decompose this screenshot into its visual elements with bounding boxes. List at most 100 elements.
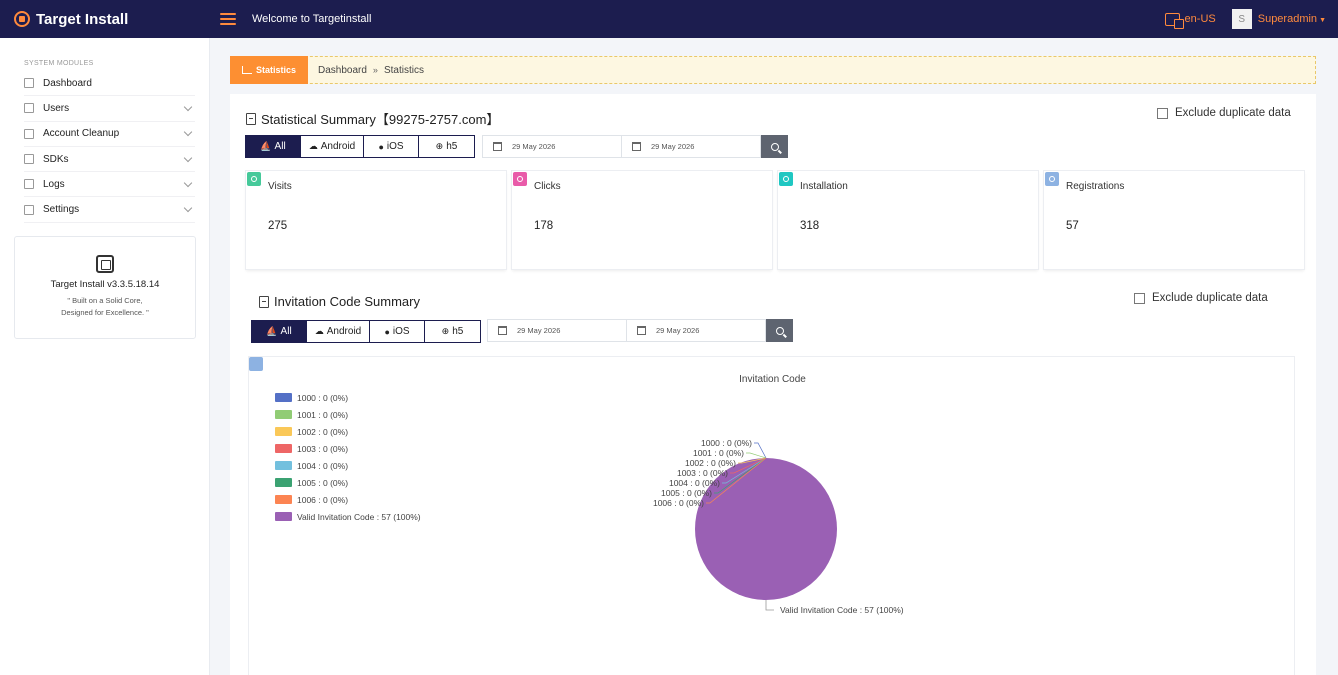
checkbox[interactable]	[1157, 107, 1168, 119]
end-date-field[interactable]: 29 May 2026	[627, 320, 766, 341]
stat-card-clicks: Clicks 178	[512, 171, 772, 269]
filter-android-button[interactable]: ☁ Android	[307, 321, 370, 342]
legend-label: 1006 : 0 (0%)	[297, 494, 349, 505]
brand[interactable]: Target Install	[0, 11, 210, 28]
menu-toggle-icon[interactable]	[220, 13, 236, 25]
legend-item[interactable]: 1003 : 0 (0%)	[275, 440, 421, 457]
stat-card-installation: Installation 318	[778, 171, 1038, 269]
filter-h5-button[interactable]: ⊕ h5	[425, 321, 480, 342]
legend-label: Valid Invitation Code : 57 (100%)	[297, 511, 421, 522]
translate-icon	[1164, 12, 1184, 29]
sidebar-item-users[interactable]: Users	[24, 96, 195, 122]
sidebar-item-account-cleanup[interactable]: Account Cleanup	[24, 122, 195, 147]
filter-all-button[interactable]: ⛵ All	[252, 321, 307, 342]
sidebar-item-settings[interactable]: Settings	[24, 197, 195, 223]
eye-icon	[247, 172, 261, 186]
filter-label: All	[280, 326, 292, 337]
date-range-2: 29 May 2026 29 May 2026	[487, 319, 793, 342]
report-icon	[246, 112, 256, 125]
stat-label: Visits	[268, 181, 292, 192]
legend-label: 1000 : 0 (0%)	[297, 392, 349, 403]
stat-value: 57	[1066, 220, 1079, 232]
calendar-icon	[637, 326, 646, 335]
download-icon	[779, 172, 793, 186]
stat-value: 178	[534, 220, 554, 232]
invitation-summary-title-text: Invitation Code Summary	[274, 294, 420, 309]
legend-item[interactable]: 1004 : 0 (0%)	[275, 457, 421, 474]
sidebar-item-sdks[interactable]: SDKs	[24, 147, 195, 173]
invitation-code-chart: Invitation Code 1000 : 0 (0%) 1001 : 0 (0…	[248, 356, 1295, 675]
legend-label: 1004 : 0 (0%)	[297, 460, 349, 471]
legend-item[interactable]: 1002 : 0 (0%)	[275, 423, 421, 440]
legend-item[interactable]: 1005 : 0 (0%)	[275, 474, 421, 491]
label-leader-line	[746, 452, 767, 459]
log-icon	[24, 179, 34, 190]
sidebar-item-logs[interactable]: Logs	[24, 172, 195, 198]
exclude-duplicates-toggle-2[interactable]: Exclude duplicate data	[1134, 292, 1268, 304]
slice-label: 1002 : 0 (0%)	[685, 458, 736, 468]
exclude-duplicates-toggle-1[interactable]: Exclude duplicate data	[1157, 107, 1291, 119]
end-date-value: 29 May 2026	[651, 142, 695, 151]
slice-label: 1005 : 0 (0%)	[661, 488, 712, 498]
caret-down-icon: ▼	[1319, 17, 1326, 24]
chevron-down-icon	[183, 102, 193, 112]
welcome-text: Welcome to Targetinstall	[252, 13, 372, 25]
trend-icon	[241, 65, 252, 74]
globe-icon: ⊕	[435, 141, 444, 151]
start-date-value: 29 May 2026	[517, 326, 561, 335]
language-label: en-US	[1184, 13, 1216, 25]
statistical-summary-title-text: Statistical Summary【99275-2757.com】	[261, 112, 500, 127]
filter-ios-button[interactable]: ● iOS	[364, 136, 419, 157]
user-name: Superadmin	[1257, 13, 1318, 25]
stat-card-visits: Visits 275	[246, 171, 506, 269]
end-date-field[interactable]: 29 May 2026	[622, 136, 761, 157]
logo-icon	[14, 11, 30, 27]
legend-item[interactable]: Valid Invitation Code : 57 (100%)	[275, 508, 421, 525]
breadcrumb-current: Statistics	[383, 64, 424, 76]
breadcrumb-separator: »	[372, 65, 378, 75]
main-panel: Statistical Summary【99275-2757.com】 Excl…	[230, 94, 1316, 675]
all-icon: ⛵	[266, 326, 278, 336]
invitation-summary-title: Invitation Code Summary	[259, 294, 420, 309]
filter-android-button[interactable]: ☁ Android	[301, 136, 364, 157]
legend-swatch	[275, 410, 292, 419]
sidebar-item-dashboard[interactable]: Dashboard	[24, 71, 195, 97]
legend-swatch	[275, 461, 292, 470]
legend-item[interactable]: 1006 : 0 (0%)	[275, 491, 421, 508]
sidebar-item-label: Users	[43, 102, 70, 114]
chart-icon	[249, 357, 263, 371]
version-tagline-2: Designed for Excellence. "	[61, 308, 149, 317]
slice-label: 1003 : 0 (0%)	[677, 468, 728, 478]
sidebar-item-label: Settings	[43, 204, 80, 216]
legend-item[interactable]: 1000 : 0 (0%)	[275, 389, 421, 406]
legend-item[interactable]: 1001 : 0 (0%)	[275, 406, 421, 423]
filter-h5-button[interactable]: ⊕ h5	[419, 136, 474, 157]
legend-label: 1002 : 0 (0%)	[297, 426, 349, 437]
start-date-field[interactable]: 29 May 2026	[488, 320, 627, 341]
version-card: Target Install v3.3.5.18.14 " Built on a…	[14, 236, 196, 339]
slice-label: Valid Invitation Code : 57 (100%)	[780, 605, 904, 615]
search-button[interactable]	[766, 319, 793, 342]
legend-label: 1001 : 0 (0%)	[297, 409, 349, 420]
chevron-down-icon	[183, 127, 193, 137]
search-icon	[770, 142, 779, 151]
user-menu[interactable]: Superadmin ▼	[1258, 13, 1326, 25]
globe-icon: ⊕	[441, 326, 450, 336]
breadcrumb-home-link[interactable]: Dashboard	[318, 64, 367, 76]
filter-ios-button[interactable]: ● iOS	[370, 321, 425, 342]
start-date-field[interactable]: 29 May 2026	[483, 136, 622, 157]
avatar[interactable]: S	[1231, 9, 1252, 29]
report-icon	[259, 295, 269, 308]
pie-slice[interactable]	[695, 458, 837, 600]
sidebar: SYSTEM MODULES Dashboard Users Account C…	[0, 38, 210, 675]
top-bar: Target Install Welcome to Targetinstall …	[0, 0, 1338, 38]
filter-label: All	[274, 141, 286, 152]
calendar-icon	[632, 142, 641, 151]
search-icon	[775, 326, 784, 335]
checkbox[interactable]	[1134, 292, 1145, 304]
label-leader-line	[722, 457, 767, 484]
filter-all-button[interactable]: ⛵ All	[246, 136, 301, 157]
chip-icon	[96, 255, 114, 273]
language-selector[interactable]: en-US	[1164, 12, 1216, 29]
search-button[interactable]	[761, 135, 788, 158]
